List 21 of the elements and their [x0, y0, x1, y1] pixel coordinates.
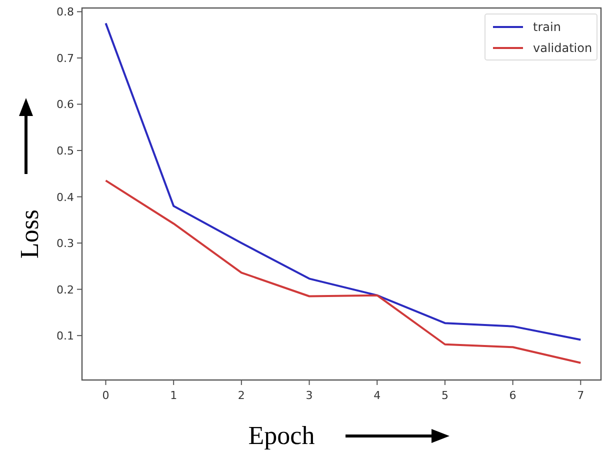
y-tick-label: 0.8	[56, 6, 74, 19]
y-tick-label: 0.4	[56, 190, 74, 204]
y-tick-label: 0.3	[56, 237, 74, 250]
x-tick-label: 2	[238, 389, 245, 402]
x-tick-label: 3	[306, 389, 313, 402]
legend-label: validation	[533, 41, 592, 55]
x-tick-label: 6	[509, 389, 516, 402]
x-tick-label: 1	[170, 389, 178, 402]
line-series	[104, 180, 582, 364]
y-tick-label: 0.2	[56, 283, 74, 296]
y-tick-label: 0.7	[56, 52, 74, 65]
x-tick-label: 0	[102, 389, 110, 402]
legend-label: train	[533, 20, 561, 34]
x-tick-label: 7	[577, 389, 584, 402]
x-tick-label: 4	[374, 389, 381, 402]
y-tick-label: 0.1	[56, 330, 74, 343]
x-axis-title: Epoch	[248, 421, 315, 450]
y-tick-label: 0.5	[56, 144, 74, 158]
x-tick-label: 5	[441, 389, 448, 402]
y-axis-title: Loss	[15, 209, 44, 259]
y-tick-label: 0.6	[56, 98, 74, 112]
